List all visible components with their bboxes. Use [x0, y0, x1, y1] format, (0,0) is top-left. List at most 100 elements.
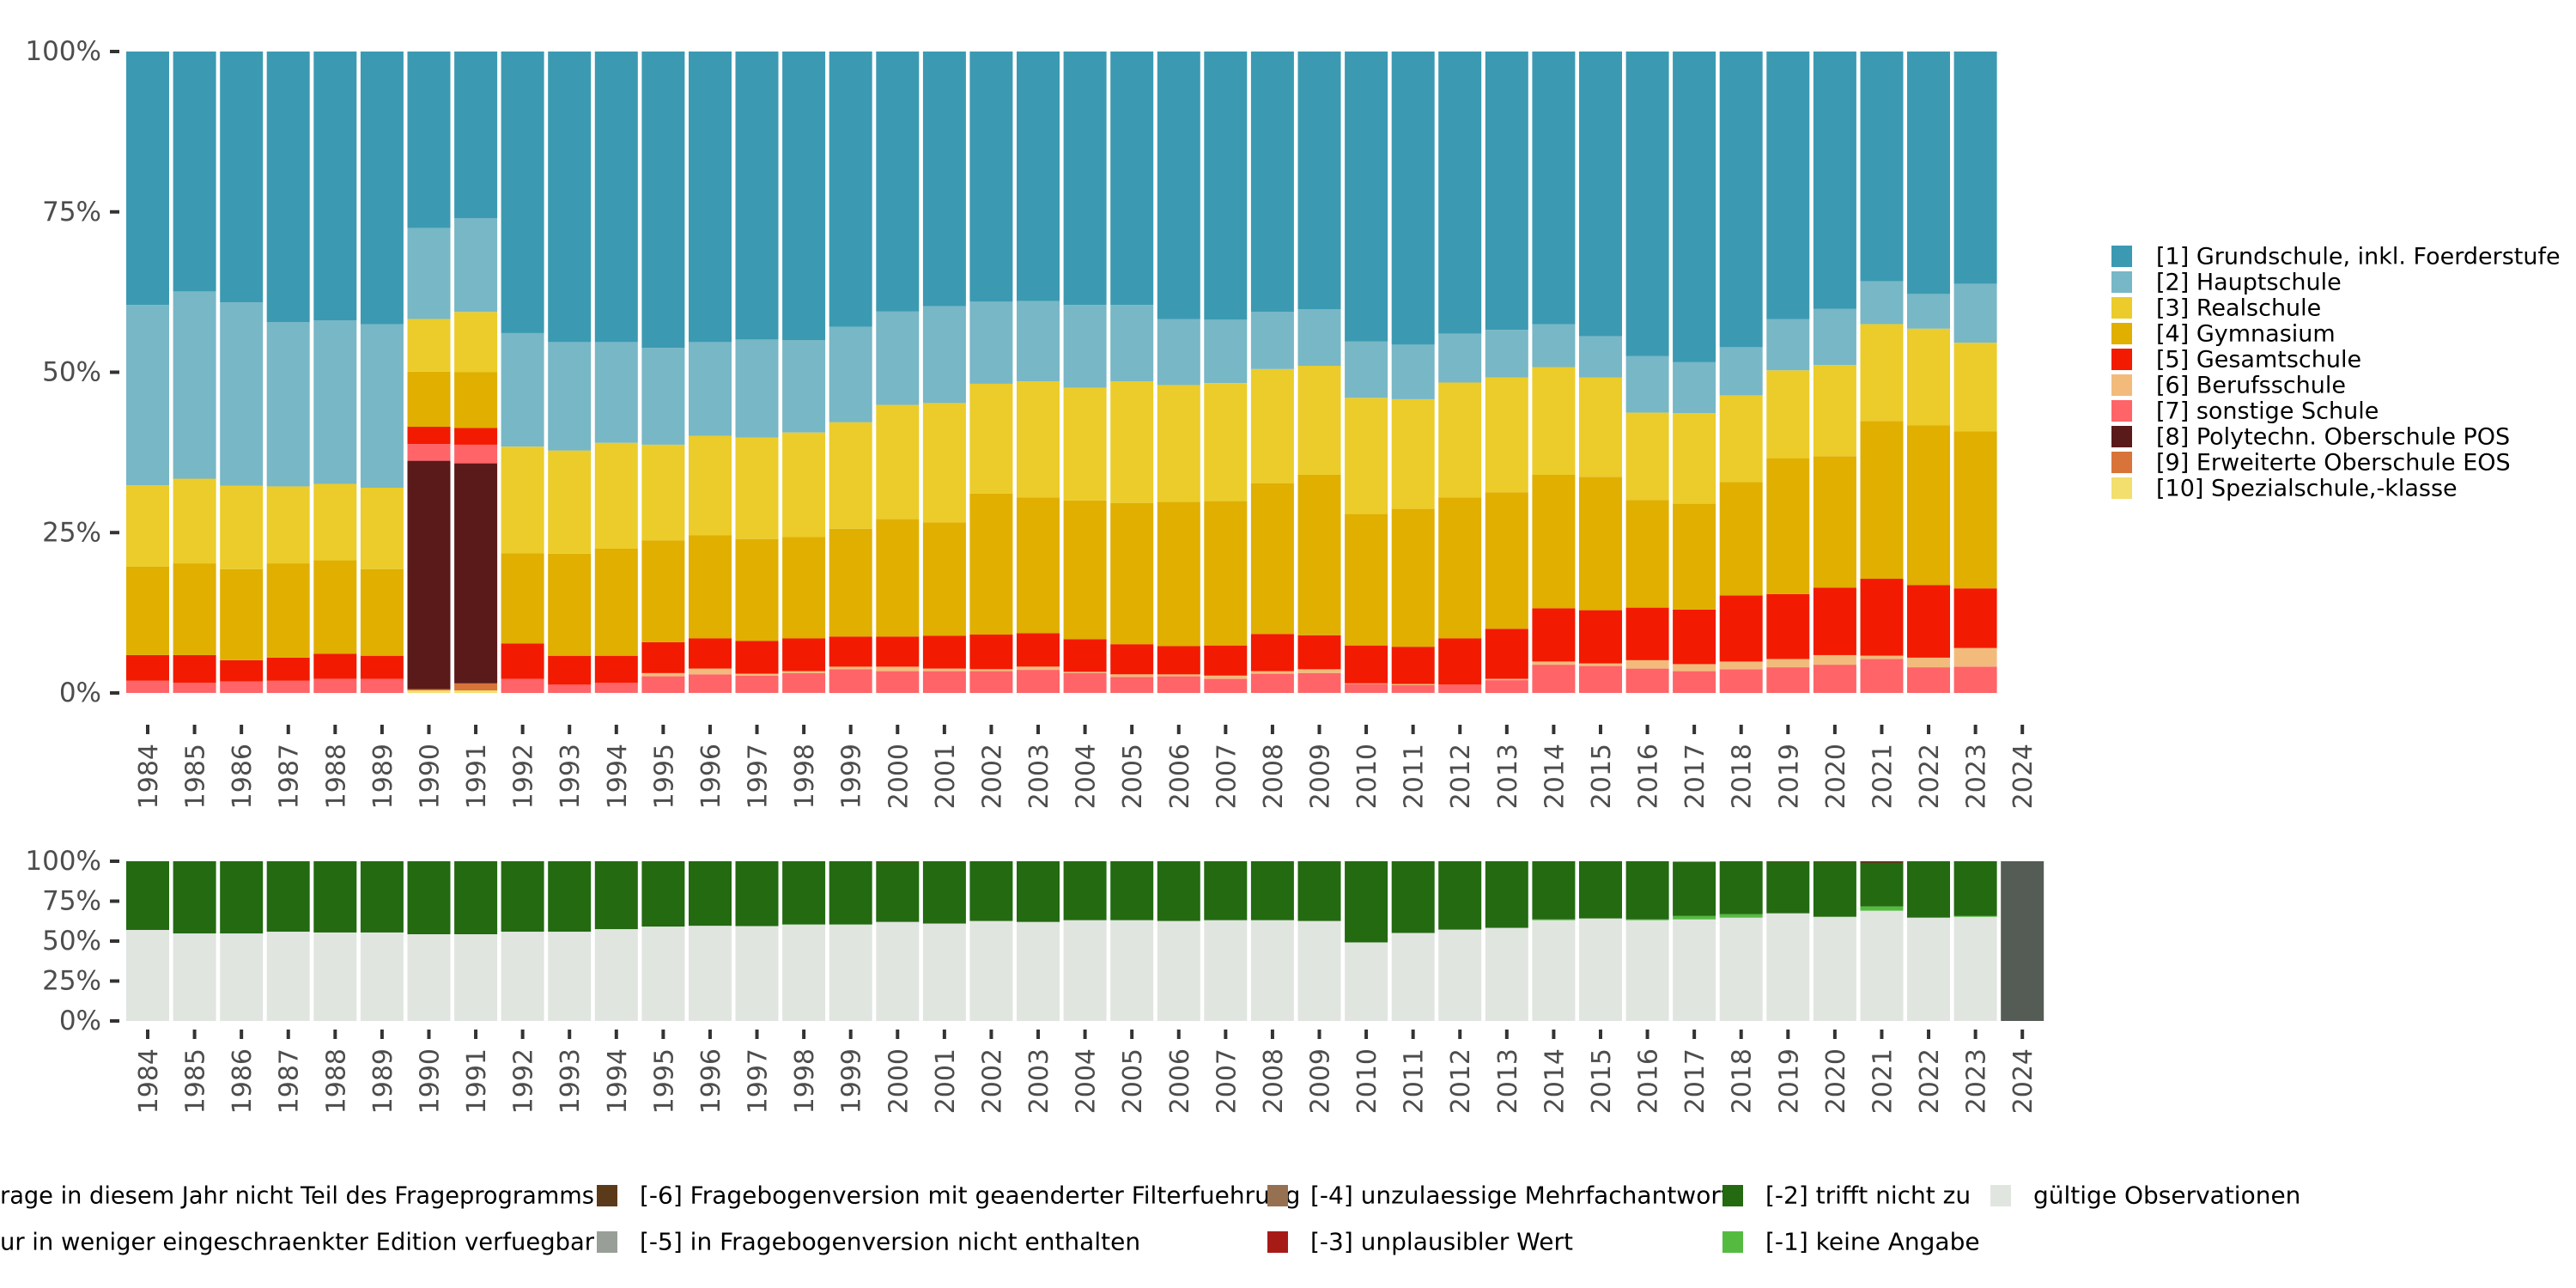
- bar-segment: [360, 568, 404, 656]
- x-tick-label: 1991: [462, 744, 492, 809]
- bar-segment: [876, 861, 920, 862]
- x-tick-label: 2013: [1493, 1048, 1523, 1114]
- bar-segment: [548, 450, 592, 554]
- bar-segment: [1297, 920, 1341, 1022]
- bar-segment: [454, 52, 498, 219]
- x-tick-label: 1996: [696, 1048, 726, 1114]
- bar-segment: [641, 52, 685, 349]
- bar-segment: [1953, 52, 1997, 284]
- legend-swatch: [597, 1185, 617, 1206]
- bar-segment: [1907, 328, 1950, 426]
- bar-segment: [922, 522, 966, 636]
- x-tick-label: 2017: [1680, 744, 1710, 809]
- bar-segment: [2001, 861, 2044, 1021]
- legend-item: rage in diesem Jahr nicht Teil des Frage…: [0, 1182, 594, 1210]
- legend-swatch: [2111, 374, 2132, 396]
- bar-segment: [454, 312, 498, 373]
- bar-stack-1994: [594, 861, 638, 1021]
- x-tick-label: 2022: [1915, 744, 1945, 809]
- bar-stack-1995: [641, 52, 685, 694]
- x-tick-label: 2000: [884, 1048, 914, 1114]
- bar-segment: [735, 52, 779, 340]
- bar-segment: [1719, 914, 1763, 918]
- bar-segment: [1438, 929, 1482, 1021]
- bar-stack-1984: [126, 861, 169, 1022]
- x-tick-label: 2014: [1540, 744, 1570, 809]
- y-tick-label: 0%: [59, 1005, 101, 1036]
- bar-stack-2009: [1297, 861, 1341, 1022]
- legend-label: [3] Realschule: [2156, 295, 2321, 322]
- bar-segment: [1532, 52, 1576, 325]
- legend-label: [8] Polytechn. Oberschule POS: [2156, 424, 2510, 451]
- bar-segment: [1110, 644, 1154, 675]
- bar-segment: [313, 653, 357, 679]
- bar-segment: [1766, 667, 1810, 693]
- legend-item: [10] Spezialschule,-klasse: [2111, 476, 2458, 502]
- bar-segment: [126, 930, 169, 1022]
- legend-item: [7] sonstige Schule: [2111, 398, 2379, 425]
- bar-segment: [1953, 861, 1997, 916]
- bar-segment: [1391, 647, 1435, 684]
- bar-segment: [1532, 475, 1576, 609]
- x-tick-label: 2015: [1587, 1048, 1617, 1114]
- bar-segment: [1579, 52, 1622, 337]
- bar-segment: [594, 442, 638, 549]
- bar-segment: [1110, 52, 1154, 306]
- bar-segment: [313, 861, 357, 933]
- bar-stack-1997: [735, 861, 779, 1021]
- bar-stack-1999: [829, 861, 872, 1022]
- bar-segment: [1485, 52, 1528, 331]
- bar-segment: [922, 306, 966, 404]
- legend-item: [-1] keine Angabe: [1722, 1228, 1980, 1256]
- bar-segment: [641, 642, 685, 673]
- x-tick-label: 2005: [1118, 1048, 1148, 1114]
- bar-segment: [1157, 646, 1200, 675]
- legend-label: [-1] keine Angabe: [1765, 1228, 1980, 1256]
- x-tick-label: 1985: [181, 1048, 211, 1114]
- bar-stack-2003: [1017, 861, 1060, 1022]
- bar-segment: [1110, 861, 1154, 920]
- bar-stack-2019: [1766, 52, 1810, 693]
- legend-item: [-4] unzulaessige Mehrfachantwort: [1267, 1182, 1730, 1210]
- bar-segment: [1345, 861, 1388, 943]
- bar-segment: [313, 320, 357, 484]
- bar-segment: [220, 681, 264, 694]
- bar-segment: [876, 404, 920, 519]
- bar-segment: [313, 52, 357, 320]
- bar-segment: [829, 636, 872, 667]
- bar-segment: [173, 861, 216, 934]
- bar-stack-1987: [266, 52, 310, 693]
- bar-stack-2006: [1157, 52, 1200, 694]
- legend-swatch: [2111, 349, 2132, 370]
- bar-segment: [735, 675, 779, 693]
- bar-segment: [454, 861, 498, 934]
- bar-segment: [782, 340, 826, 433]
- y-tick-label: 25%: [42, 966, 101, 997]
- x-tick-label: 1994: [603, 1048, 633, 1114]
- bar-stack-2008: [1250, 861, 1294, 1021]
- bar-segment: [1813, 365, 1856, 457]
- bar-segment: [1063, 639, 1107, 672]
- bar-segment: [1204, 52, 1248, 320]
- bar-segment: [1579, 861, 1622, 919]
- x-tick-label: 1984: [134, 744, 164, 809]
- bar-stack-2016: [1625, 52, 1669, 693]
- bottom-chart-y-axis: 0% 25% 50% 75% 100%: [25, 846, 119, 1036]
- legend-swatch: [1267, 1185, 1288, 1206]
- x-tick-label: 1997: [744, 744, 774, 809]
- bar-stack-1992: [501, 52, 544, 694]
- bar-segment: [1766, 594, 1810, 659]
- bar-segment: [1719, 52, 1763, 348]
- legend-swatch: [597, 1231, 617, 1253]
- bar-segment: [1625, 920, 1669, 1021]
- bar-segment: [454, 444, 498, 464]
- bar-segment: [922, 861, 966, 924]
- bar-segment: [407, 460, 451, 690]
- bar-segment: [360, 678, 404, 694]
- legend-swatch: [2111, 271, 2132, 293]
- bar-segment: [1579, 665, 1622, 693]
- bar-segment: [1719, 861, 1763, 914]
- x-tick-label: 2001: [931, 1048, 961, 1114]
- bar-stack-1993: [548, 861, 592, 1021]
- bar-segment: [782, 52, 826, 341]
